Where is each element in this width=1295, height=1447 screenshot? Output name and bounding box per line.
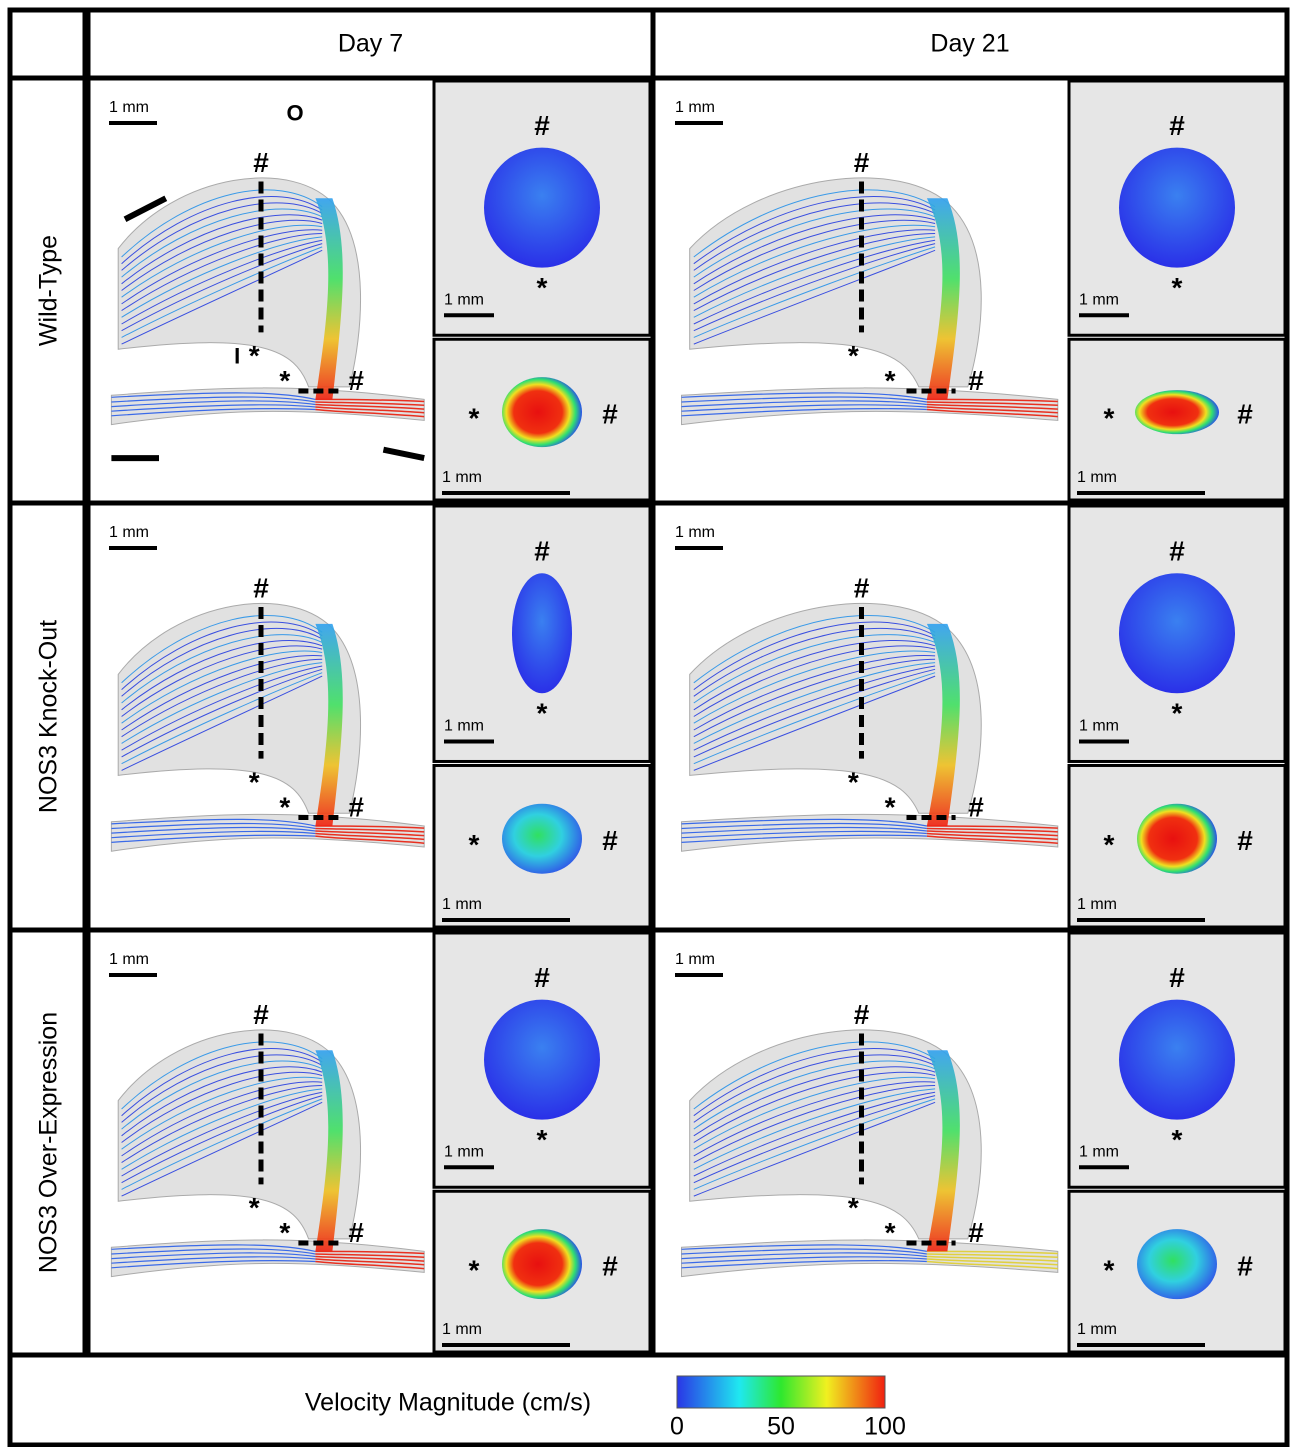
- column-header: Day 7: [338, 30, 403, 58]
- marker-hash: #: [602, 1251, 618, 1282]
- marker-star: *: [885, 1217, 896, 1248]
- marker-star: *: [537, 1124, 548, 1155]
- scale-label: 1 mm: [675, 99, 715, 116]
- scale-label: 1 mm: [1079, 1143, 1119, 1160]
- marker-star: *: [848, 340, 859, 371]
- cross-section: [1137, 1229, 1217, 1299]
- marker-hash: #: [253, 573, 269, 604]
- marker-star: *: [249, 340, 260, 371]
- marker-hash: #: [348, 1217, 364, 1248]
- cross-section: [1135, 390, 1219, 434]
- row-label: NOS3 Knock-Out: [35, 620, 63, 813]
- marker-hash: #: [1237, 1251, 1253, 1282]
- scale-label: 1 mm: [1077, 469, 1117, 486]
- marker-star: *: [1104, 1255, 1115, 1286]
- marker-hash: #: [968, 792, 984, 823]
- marker-hash: #: [534, 962, 550, 993]
- marker-hash: #: [1237, 825, 1253, 856]
- marker-hash: #: [854, 147, 870, 178]
- scale-label: 1 mm: [444, 1143, 484, 1160]
- figure: Day 7 Day 21 Wild-Type # * * # I O 1 mm # * 1 mm * #1 …: [0, 0, 1295, 1447]
- scale-label: 1 mm: [1079, 291, 1119, 308]
- marker-star: *: [1104, 829, 1115, 860]
- cross-section: [512, 573, 572, 693]
- inlet-label: I: [234, 343, 240, 368]
- marker-hash: #: [1169, 110, 1185, 141]
- scale-label: 1 mm: [109, 99, 149, 116]
- cross-section: [1119, 1000, 1235, 1120]
- cross-section: [484, 148, 600, 268]
- marker-hash: #: [602, 399, 618, 430]
- marker-star: *: [848, 766, 859, 797]
- marker-star: *: [885, 792, 896, 823]
- marker-star: *: [885, 365, 896, 396]
- row-label: NOS3 Over-Expression: [35, 1012, 63, 1273]
- marker-hash: #: [253, 147, 269, 178]
- row-label: Wild-Type: [35, 235, 63, 346]
- marker-star: *: [1172, 698, 1183, 729]
- marker-hash: #: [253, 999, 269, 1030]
- colorbar: [677, 1376, 885, 1408]
- colorbar-tick-label: 0: [670, 1413, 684, 1441]
- marker-hash: #: [348, 792, 364, 823]
- marker-star: *: [469, 829, 480, 860]
- marker-star: *: [279, 1217, 290, 1248]
- scale-label: 1 mm: [444, 291, 484, 308]
- marker-hash: #: [968, 365, 984, 396]
- footer-cell: [10, 1355, 1287, 1445]
- marker-star: *: [249, 766, 260, 797]
- cross-section: [502, 1229, 582, 1299]
- marker-hash: #: [1237, 399, 1253, 430]
- marker-star: *: [279, 365, 290, 396]
- marker-hash: #: [854, 999, 870, 1030]
- marker-star: *: [469, 403, 480, 434]
- marker-star: *: [537, 698, 548, 729]
- cross-section: [1119, 148, 1235, 268]
- scale-label: 1 mm: [442, 896, 482, 913]
- marker-star: *: [249, 1192, 260, 1223]
- marker-hash: #: [854, 573, 870, 604]
- marker-star: *: [537, 272, 548, 303]
- column-header: Day 21: [930, 30, 1009, 58]
- marker-hash: #: [968, 1217, 984, 1248]
- outlet-label: O: [286, 100, 303, 125]
- marker-star: *: [1172, 272, 1183, 303]
- cross-section: [502, 377, 582, 447]
- marker-star: *: [1172, 1124, 1183, 1155]
- colorbar-tick-label: 100: [864, 1413, 906, 1441]
- scale-label: 1 mm: [442, 1321, 482, 1338]
- marker-star: *: [469, 1255, 480, 1286]
- colorbar-tick-label: 50: [767, 1413, 795, 1441]
- scale-label: 1 mm: [675, 951, 715, 968]
- marker-star: *: [279, 792, 290, 823]
- scale-label: 1 mm: [675, 524, 715, 541]
- marker-hash: #: [602, 825, 618, 856]
- marker-star: *: [1104, 403, 1115, 434]
- scale-label: 1 mm: [109, 951, 149, 968]
- scale-label: 1 mm: [109, 524, 149, 541]
- scale-label: 1 mm: [444, 718, 484, 735]
- colorbar-label: Velocity Magnitude (cm/s): [305, 1389, 591, 1417]
- marker-star: *: [848, 1192, 859, 1223]
- cross-section: [1119, 573, 1235, 693]
- cross-section: [502, 804, 582, 874]
- scale-label: 1 mm: [442, 469, 482, 486]
- marker-hash: #: [348, 365, 364, 396]
- marker-hash: #: [1169, 962, 1185, 993]
- scale-label: 1 mm: [1077, 896, 1117, 913]
- cross-section: [484, 1000, 600, 1120]
- marker-hash: #: [534, 536, 550, 567]
- scale-label: 1 mm: [1077, 1321, 1117, 1338]
- scale-label: 1 mm: [1079, 718, 1119, 735]
- cross-section: [1137, 804, 1217, 874]
- marker-hash: #: [1169, 536, 1185, 567]
- marker-hash: #: [534, 110, 550, 141]
